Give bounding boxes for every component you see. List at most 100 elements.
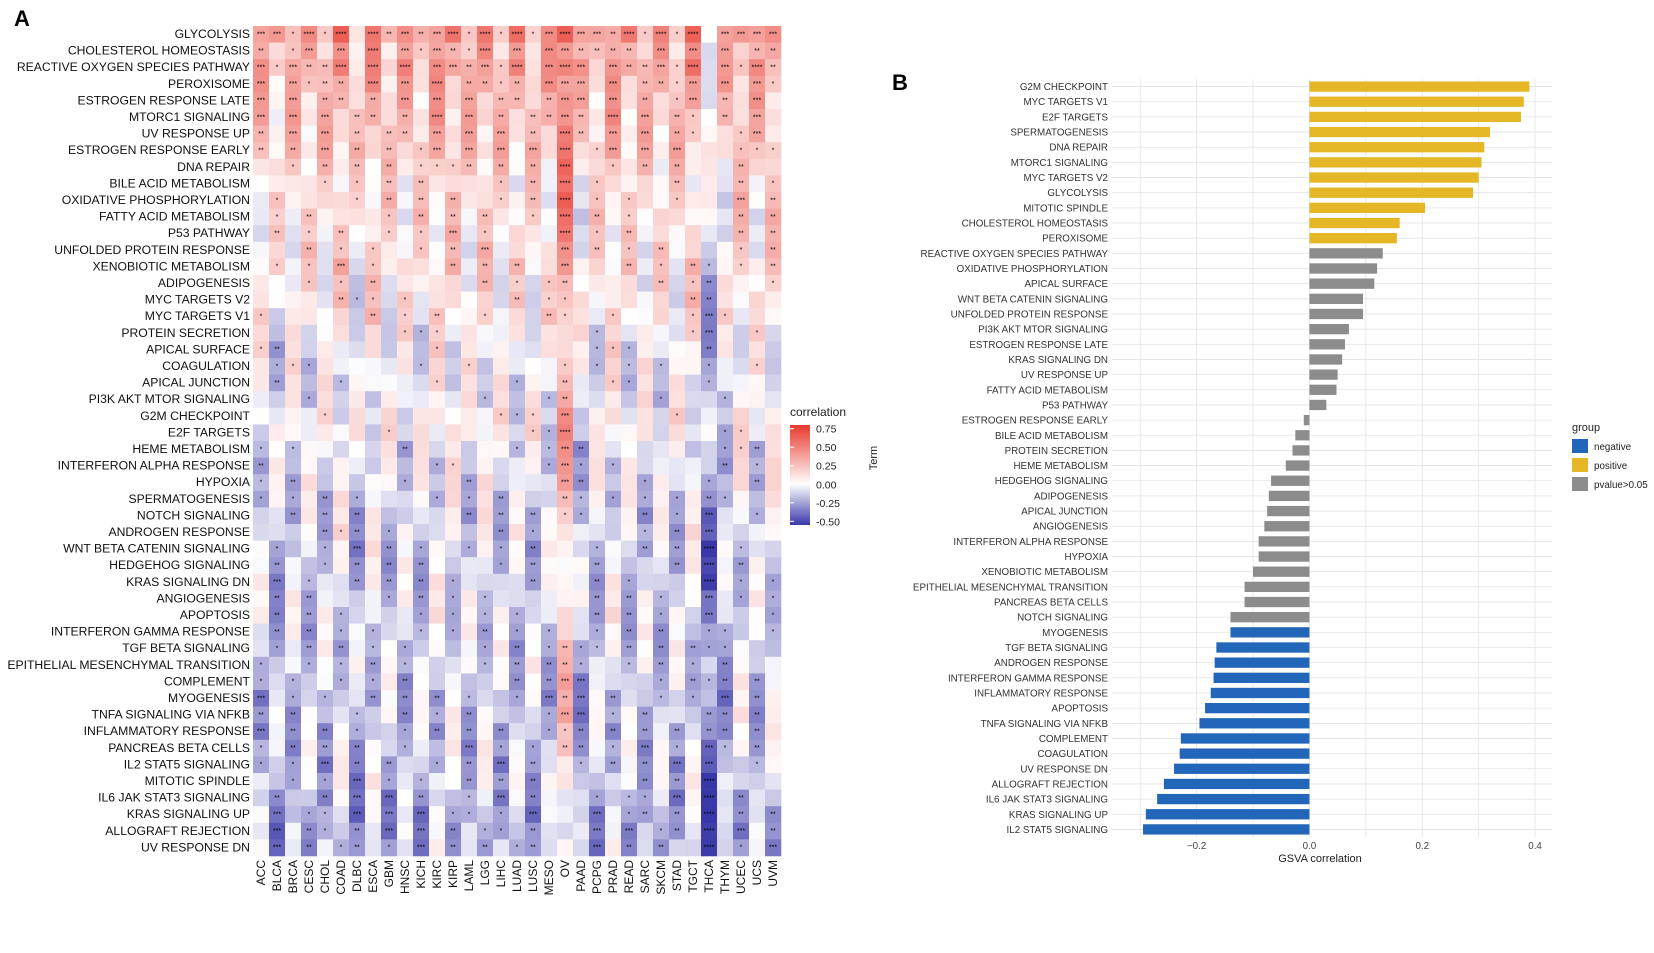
heatmap-cell: [333, 474, 350, 492]
significance-mark: *: [308, 280, 311, 287]
heatmap-cell: [429, 92, 446, 110]
heatmap-cell: [285, 258, 302, 276]
heatmap-cell: [349, 474, 366, 492]
heatmap-cell: [557, 773, 574, 790]
heatmap-cell: [749, 258, 766, 276]
heatmap-cell: [653, 507, 670, 525]
heatmap-row-label: MITOTIC SPINDLE: [145, 774, 250, 788]
significance-mark: *: [468, 811, 471, 818]
heatmap-cell: [589, 92, 606, 110]
heatmap-cell: [701, 706, 718, 724]
heatmap-cell: [253, 457, 270, 475]
heatmap-cell: [669, 457, 686, 475]
heatmap-cell: [477, 590, 494, 608]
heatmap-cell: [493, 690, 510, 707]
bar: [1309, 399, 1327, 411]
heatmap-cell: [253, 474, 270, 492]
heatmap-cell: [541, 773, 558, 790]
heatmap-cell: [525, 192, 542, 209]
heatmap-cell: [285, 441, 302, 458]
significance-mark: ****: [480, 31, 491, 38]
heatmap-cell: [733, 59, 750, 77]
heatmap-row-label: HEME METABOLISM: [132, 442, 250, 456]
heatmap-cell: [509, 540, 526, 558]
heatmap-cell: [333, 158, 350, 176]
heatmap-cell: [749, 457, 766, 475]
heatmap-cell: [685, 192, 702, 209]
heatmap-cell: [429, 192, 446, 209]
heatmap-cell: [445, 407, 462, 425]
heatmap-row-label: E2F TARGETS: [168, 425, 250, 439]
significance-mark: *: [628, 811, 631, 818]
heatmap-cell: [349, 241, 366, 259]
heatmap-cell: [637, 441, 654, 458]
heatmap-cell: [717, 573, 734, 591]
heatmap-cell: [493, 341, 510, 359]
heatmap-cell: [717, 175, 734, 193]
significance-mark: ****: [704, 845, 715, 852]
significance-mark: *: [308, 81, 311, 88]
heatmap-cell: [397, 623, 414, 641]
heatmap-cell: [285, 822, 302, 840]
heatmap-cell: [701, 208, 718, 226]
heatmap-cell: [253, 175, 270, 193]
bar: [1205, 702, 1310, 714]
significance-mark: *: [676, 496, 679, 503]
heatmap-cell: [381, 391, 398, 409]
significance-mark: ****: [368, 81, 379, 88]
heatmap-cell: [525, 756, 542, 774]
heatmap-cell: [589, 524, 606, 541]
heatmap-cell: [365, 739, 382, 757]
heatmap-cell: [765, 241, 782, 259]
heatmap-row-label: BILE ACID METABOLISM: [109, 176, 250, 190]
heatmap-cell: [685, 739, 702, 757]
heatmap-cell: [349, 424, 366, 442]
heatmap-cell: [525, 474, 542, 492]
heatmap-cell: [717, 656, 734, 674]
heatmap-cell: [333, 358, 350, 375]
significance-mark: *: [436, 330, 439, 337]
heatmap-cell: [589, 557, 606, 575]
heatmap-row-label: FATTY ACID METABOLISM: [99, 210, 250, 224]
significance-mark: **: [258, 131, 264, 138]
significance-mark: ***: [593, 845, 601, 852]
bar-category-label: ESTROGEN RESPONSE LATE: [969, 340, 1108, 351]
significance-mark: **: [722, 728, 728, 735]
significance-mark: **: [674, 131, 680, 138]
significance-mark: **: [354, 762, 360, 769]
heatmap-cell: [493, 192, 510, 209]
significance-mark: *: [404, 297, 407, 304]
significance-mark: ***: [609, 81, 617, 88]
heatmap-cell: [269, 175, 286, 193]
heatmap-cell: [413, 258, 430, 276]
heatmap-cell: [477, 158, 494, 176]
heatmap-cell: [653, 457, 670, 475]
significance-mark: *: [676, 745, 679, 752]
bar-category-label: OXIDATIVE PHOSPHORYLATION: [957, 264, 1108, 275]
significance-mark: ****: [560, 31, 571, 38]
heatmap-cell: [669, 474, 686, 492]
significance-mark: **: [626, 230, 632, 237]
heatmap-cell: [669, 773, 686, 790]
heatmap-cell: [685, 358, 702, 375]
heatmap-cell: [253, 192, 270, 209]
heatmap-cell: [365, 291, 382, 309]
heatmap-cell: [477, 623, 494, 641]
heatmap-cell: [733, 407, 750, 425]
heatmap-cell: [605, 175, 622, 193]
significance-mark: **: [274, 795, 280, 802]
significance-mark: *: [260, 347, 263, 354]
x-tick-label: −0.2: [1187, 841, 1206, 852]
significance-mark: **: [402, 679, 408, 686]
heatmap-cell: [413, 756, 430, 774]
significance-mark: *: [292, 48, 295, 55]
heatmap-cell: [653, 258, 670, 276]
heatmap-cell: [541, 806, 558, 824]
significance-mark: **: [386, 762, 392, 769]
heatmap-cell: [621, 789, 638, 807]
heatmap-cell: [461, 424, 478, 442]
significance-mark: *: [468, 48, 471, 55]
significance-mark: **: [450, 845, 456, 852]
heatmap-cell: [621, 607, 638, 624]
heatmap-cell: [349, 308, 366, 326]
